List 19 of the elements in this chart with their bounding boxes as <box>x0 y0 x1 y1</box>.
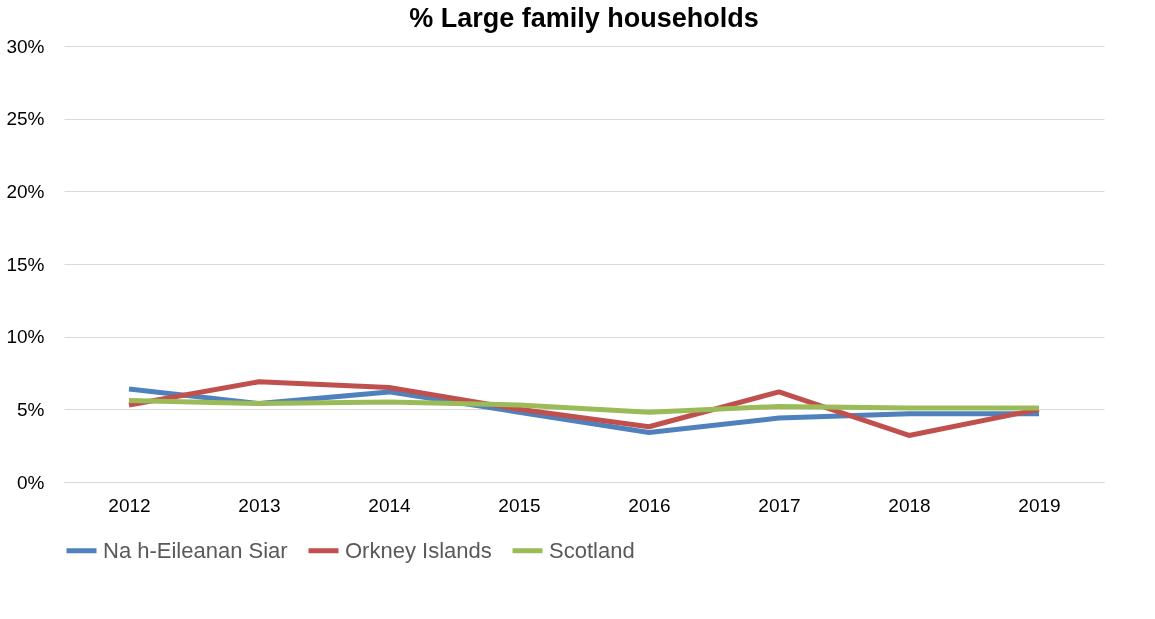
x-tick-label: 2018 <box>888 494 931 516</box>
x-tick-label: 2017 <box>758 494 801 516</box>
x-tick-label: 2012 <box>108 494 151 516</box>
y-tick-label: 10% <box>6 326 45 348</box>
x-tick-label: 2013 <box>238 494 281 516</box>
y-tick-label: 0% <box>17 471 45 493</box>
legend-label: Scotland <box>549 537 635 563</box>
y-tick-label: 25% <box>6 108 45 130</box>
y-tick-label: 20% <box>6 180 45 202</box>
x-tick-label: 2016 <box>628 494 671 516</box>
y-tick-label: 15% <box>6 253 45 275</box>
legend-label: Orkney Islands <box>345 537 492 563</box>
x-tick-label: 2014 <box>368 494 412 516</box>
y-tick-label: 30% <box>6 35 45 57</box>
x-tick-label: 2015 <box>498 494 541 516</box>
x-tick-label: 2019 <box>1018 494 1061 516</box>
legend-label: Na h-Eileanan Siar <box>103 537 288 563</box>
y-tick-label: 5% <box>17 398 45 420</box>
chart-title: % Large family households <box>409 3 759 33</box>
